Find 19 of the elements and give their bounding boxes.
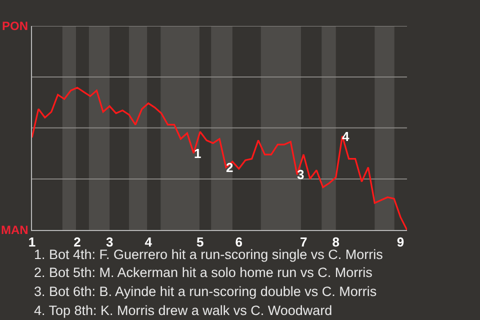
text: MAN bbox=[1, 223, 28, 237]
x-tick-label: 1 bbox=[28, 234, 36, 250]
x-tick-label: 6 bbox=[235, 234, 243, 250]
x-tick-label: 2 bbox=[74, 234, 81, 250]
annotation: 3 bbox=[297, 167, 304, 182]
annotation: 1 bbox=[194, 146, 202, 161]
x-tick-label: 5 bbox=[196, 234, 204, 250]
text: 2. Bot 5th: M. Ackerman hit a solo home run vs C. Morris bbox=[34, 265, 373, 280]
text: 3. Bot 6th: B. Ayinde hit a run-scoring double vs C. Morris bbox=[34, 284, 377, 299]
annotation: 4 bbox=[342, 129, 350, 144]
x-tick-label: 3 bbox=[106, 234, 114, 250]
text: 4. Top 8th: K. Morris drew a walk vs C. Woodward bbox=[34, 303, 332, 318]
x-tick-label: 8 bbox=[332, 234, 340, 250]
x-tick-label: 7 bbox=[300, 234, 308, 250]
x-tick-label: 4 bbox=[144, 234, 153, 250]
text: 1. Bot 4th: F. Guerrero hit a run-scoring single vs C. Morris bbox=[34, 247, 384, 262]
text: PON bbox=[2, 19, 28, 33]
x-tick-label: 9 bbox=[396, 234, 404, 250]
annotation: 2 bbox=[226, 160, 234, 175]
